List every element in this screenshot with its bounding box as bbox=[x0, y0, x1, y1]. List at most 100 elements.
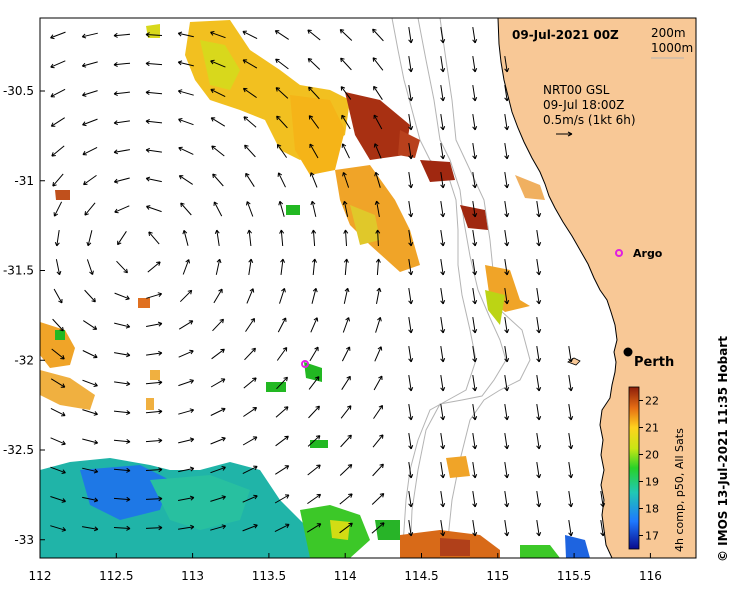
current-vector bbox=[408, 172, 414, 189]
current-vector bbox=[342, 172, 350, 188]
current-vector bbox=[279, 288, 286, 304]
current-vector bbox=[242, 436, 258, 446]
x-tick-label: 114 bbox=[334, 569, 357, 583]
current-vector bbox=[536, 375, 542, 392]
current-vector bbox=[408, 230, 414, 247]
current-vector bbox=[536, 201, 542, 218]
current-vector bbox=[114, 322, 131, 329]
current-vector bbox=[51, 348, 65, 360]
current-vector bbox=[440, 520, 446, 537]
current-vector bbox=[275, 87, 289, 99]
current-vector bbox=[536, 491, 542, 508]
current-vector bbox=[504, 85, 510, 102]
x-tick-label: 115.5 bbox=[557, 569, 591, 583]
current-vector bbox=[246, 288, 255, 304]
current-vector bbox=[81, 32, 98, 39]
current-vector bbox=[440, 230, 446, 247]
current-vectors bbox=[50, 27, 606, 537]
current-vector bbox=[182, 229, 189, 246]
current-vector bbox=[536, 259, 542, 276]
current-vector bbox=[600, 491, 606, 508]
current-vector bbox=[82, 146, 98, 156]
current-vector bbox=[276, 376, 288, 390]
current-vector bbox=[52, 173, 64, 187]
colorbar-tick-label: 17 bbox=[645, 530, 659, 543]
current-vector bbox=[340, 405, 352, 419]
current-vector bbox=[504, 375, 510, 392]
current-vector bbox=[82, 438, 99, 445]
current-vector bbox=[82, 350, 98, 359]
current-vector bbox=[536, 230, 542, 247]
current-vector bbox=[310, 200, 317, 217]
current-vector bbox=[243, 407, 258, 417]
current-vector bbox=[408, 259, 414, 276]
current-vector bbox=[568, 491, 574, 508]
current-vector bbox=[145, 438, 163, 444]
current-vector bbox=[341, 143, 350, 159]
x-tick-label: 112 bbox=[29, 569, 52, 583]
current-vector bbox=[568, 520, 574, 537]
current-vector bbox=[504, 114, 510, 131]
current-vector bbox=[339, 29, 353, 41]
current-vector bbox=[277, 317, 287, 333]
current-vector bbox=[374, 171, 381, 188]
current-vector bbox=[210, 466, 226, 474]
current-vector bbox=[242, 87, 257, 99]
current-vector bbox=[341, 375, 351, 390]
current-vector bbox=[536, 404, 542, 421]
current-vector bbox=[568, 404, 574, 421]
current-vector bbox=[146, 350, 163, 356]
current-vector bbox=[50, 407, 66, 417]
current-vector bbox=[536, 288, 542, 305]
current-vector bbox=[114, 381, 131, 387]
current-vector bbox=[340, 57, 352, 71]
current-vector bbox=[248, 258, 254, 275]
current-vector bbox=[372, 434, 384, 448]
current-vector bbox=[306, 523, 322, 533]
current-vector bbox=[504, 143, 510, 160]
current-vector bbox=[274, 523, 290, 533]
current-vector bbox=[177, 60, 194, 67]
current-vector bbox=[243, 377, 257, 389]
current-vector bbox=[440, 172, 446, 189]
current-vector bbox=[114, 205, 130, 214]
current-vector bbox=[343, 287, 350, 304]
current-vector bbox=[504, 317, 510, 334]
current-vector bbox=[472, 433, 478, 450]
y-tick-label: -32.5 bbox=[3, 443, 34, 457]
current-vector bbox=[182, 259, 190, 275]
current-vector bbox=[244, 144, 256, 158]
x-tick-label: 112.5 bbox=[99, 569, 133, 583]
y-tick-label: -31 bbox=[14, 174, 34, 188]
current-vector bbox=[280, 258, 286, 275]
x-axis: 112 112.5 113 113.5 114 114.5 115 115.5 116 bbox=[29, 553, 662, 583]
current-vector bbox=[472, 27, 478, 44]
current-vector bbox=[472, 346, 478, 363]
isobath-1000m bbox=[409, 18, 507, 558]
current-vector bbox=[341, 114, 351, 130]
x-tick-label: 113.5 bbox=[252, 569, 286, 583]
current-vector bbox=[148, 231, 160, 245]
current-vector bbox=[147, 261, 161, 273]
current-vector bbox=[178, 524, 195, 530]
current-vector bbox=[342, 200, 349, 217]
current-vector bbox=[342, 317, 350, 333]
current-vector bbox=[309, 143, 319, 159]
current-vector bbox=[307, 493, 322, 505]
current-vector bbox=[408, 114, 414, 131]
current-vector bbox=[307, 464, 321, 476]
current-vector bbox=[408, 462, 414, 479]
current-vector bbox=[504, 230, 510, 247]
x-tick-label: 116 bbox=[639, 569, 662, 583]
current-vector bbox=[307, 58, 321, 70]
current-vector bbox=[53, 201, 63, 217]
current-vector bbox=[243, 116, 257, 128]
current-vector bbox=[210, 31, 226, 39]
contour-label-200m: 200m bbox=[651, 26, 686, 40]
current-vector bbox=[440, 27, 446, 44]
current-vector bbox=[472, 114, 478, 131]
current-vector bbox=[309, 346, 319, 362]
current-vector bbox=[145, 380, 163, 385]
current-vector bbox=[113, 61, 131, 67]
current-vector bbox=[113, 32, 131, 38]
